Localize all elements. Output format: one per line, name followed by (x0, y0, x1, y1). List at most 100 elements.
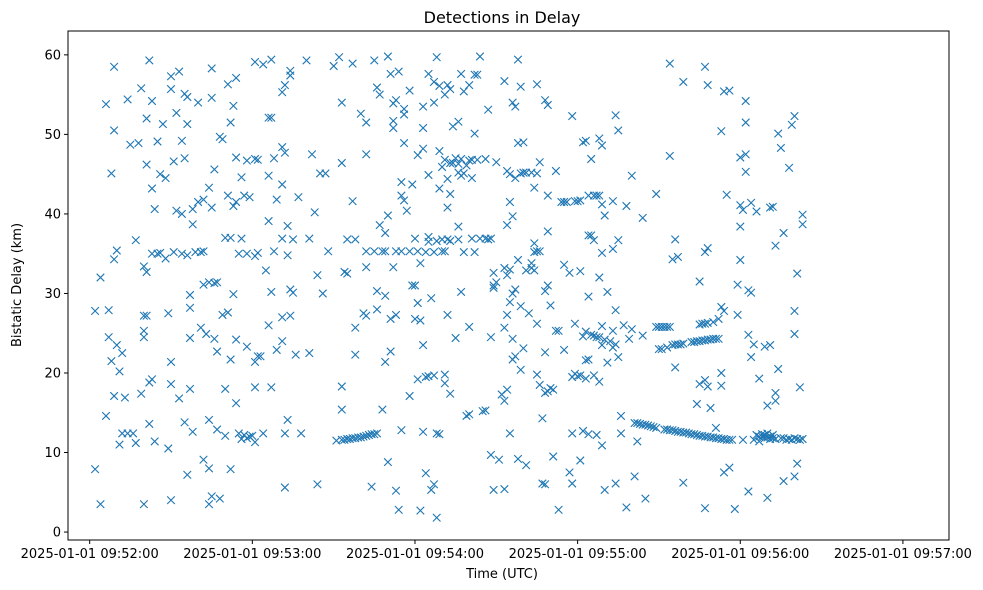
data-point (700, 62, 710, 71)
data-point (215, 494, 224, 503)
y-axis-label: Bistatic Delay (km) (10, 223, 25, 347)
data-point (446, 189, 455, 199)
data-point (695, 379, 704, 389)
data-point (516, 302, 525, 311)
data-point (484, 105, 493, 114)
data-point (283, 251, 292, 260)
data-point (139, 333, 149, 342)
data-point (410, 314, 420, 324)
data-point (259, 429, 268, 438)
data-point (383, 52, 393, 61)
data-point (286, 311, 295, 320)
data-point (562, 197, 571, 207)
data-point (164, 444, 173, 453)
data-point (573, 197, 582, 206)
data-point (530, 266, 539, 275)
data-point (397, 426, 406, 435)
data-point (362, 311, 371, 320)
data-point (733, 310, 742, 320)
data-point (500, 484, 509, 494)
data-point (725, 463, 734, 472)
data-point (231, 153, 241, 162)
data-point (446, 389, 455, 398)
data-point (351, 235, 360, 244)
data-point (185, 333, 195, 343)
data-point (399, 196, 409, 205)
data-point (278, 313, 287, 322)
data-point (242, 156, 252, 165)
data-point (207, 492, 216, 501)
x-axis: 2025-01-01 09:52:00 2025-01-01 09:53:00 20… (21, 540, 972, 562)
data-point (779, 228, 788, 238)
data-point (638, 213, 647, 223)
data-point (207, 64, 216, 73)
data-point (597, 441, 607, 450)
data-point (250, 383, 260, 392)
data-point (418, 123, 428, 133)
data-point (484, 235, 493, 244)
data-point (147, 96, 157, 106)
data-point (790, 472, 799, 481)
data-point (530, 183, 539, 192)
data-point (714, 334, 723, 343)
data-point (223, 308, 233, 317)
y-tick-label: 10 (44, 446, 61, 461)
data-point (177, 249, 187, 258)
y-tick-label: 0 (53, 526, 61, 541)
data-point (467, 173, 477, 183)
data-point (559, 197, 569, 207)
data-point (662, 343, 672, 352)
data-point (389, 263, 398, 272)
data-point (746, 288, 756, 297)
data-point (416, 506, 425, 515)
data-point (231, 399, 241, 408)
data-point (543, 281, 552, 290)
data-point (294, 193, 303, 202)
data-point (96, 500, 105, 509)
data-point (196, 323, 205, 332)
data-point (226, 465, 235, 474)
data-point (597, 141, 607, 150)
data-point (386, 69, 395, 79)
data-point (633, 418, 642, 428)
x-axis-label: Time (UTC) (465, 567, 538, 582)
data-point (502, 220, 512, 230)
data-point (456, 69, 466, 79)
data-point (362, 150, 371, 159)
data-point (329, 61, 338, 71)
data-point (465, 156, 474, 165)
data-point (166, 357, 176, 367)
data-point (508, 98, 517, 107)
data-point (381, 228, 390, 238)
data-point (540, 96, 550, 105)
data-point (600, 485, 609, 495)
data-point (413, 150, 422, 160)
data-point (494, 455, 504, 464)
data-points (90, 52, 807, 522)
data-point (250, 57, 260, 67)
data-point (793, 269, 802, 278)
data-point (459, 87, 468, 96)
data-point (597, 200, 607, 209)
data-point (269, 154, 279, 163)
data-point (280, 483, 290, 492)
data-point (351, 350, 360, 359)
data-point (790, 329, 799, 339)
data-point (405, 391, 414, 401)
data-point (166, 379, 176, 389)
data-point (267, 113, 276, 122)
data-point (196, 247, 205, 257)
data-point (641, 420, 650, 429)
data-point (603, 287, 612, 297)
data-point (624, 334, 634, 343)
data-point (435, 184, 444, 193)
data-point (174, 394, 184, 403)
data-point (568, 479, 577, 488)
data-point (703, 382, 712, 391)
data-point (505, 429, 515, 438)
data-point (109, 255, 119, 264)
data-point (489, 283, 498, 293)
data-point (538, 414, 547, 423)
data-point (115, 367, 124, 376)
data-point (733, 280, 742, 289)
